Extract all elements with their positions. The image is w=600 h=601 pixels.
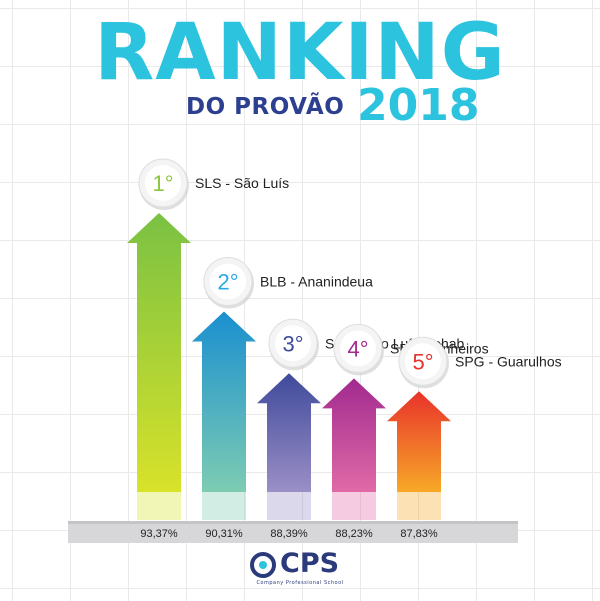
base-platform: [68, 521, 518, 543]
logo-tagline: Company Professional School: [256, 580, 344, 586]
bar-arrow-2: [192, 311, 256, 492]
category-label-5: SPG - Guarulhos: [455, 353, 562, 369]
rank-badge-inner-1: [145, 165, 181, 201]
page-title: RANKING: [94, 8, 506, 98]
value-label-2: 90,31%: [205, 528, 243, 540]
rank-label-3: 3°: [282, 331, 303, 356]
bar-arrow-3: [257, 373, 321, 492]
value-label-4: 88,23%: [335, 528, 373, 540]
bar-arrow-4: [322, 378, 386, 492]
rank-label-5: 5°: [412, 349, 433, 374]
base-platform-edge: [68, 521, 518, 524]
bar-arrow-5: [387, 391, 451, 492]
rank-label-1: 1°: [152, 171, 173, 196]
arrow-reflection-2: [202, 492, 246, 520]
arrow-reflection-4: [332, 492, 376, 520]
bar-arrow-1: [127, 213, 191, 492]
cps-logo: CPS Company Professional School: [250, 550, 360, 590]
arrow-reflection-5: [397, 492, 441, 520]
value-label-5: 87,83%: [400, 528, 438, 540]
page-subtitle: DO PROVÃO: [186, 94, 345, 120]
rank-badge-inner-3: [275, 325, 311, 362]
cps-logo-icon: [250, 552, 276, 578]
category-label-1: SLS - São Luís: [195, 175, 289, 191]
category-label-2: BLB - Ananindeua: [260, 273, 373, 289]
rank-label-4: 4°: [347, 336, 368, 361]
arrow-reflection-1: [137, 492, 181, 520]
rank-badge-inner-2: [210, 263, 246, 300]
rank-badge-inner-5: [405, 343, 441, 380]
rank-label-2: 2°: [217, 269, 238, 294]
value-label-1: 93,37%: [140, 528, 178, 540]
logo-name: CPS: [280, 548, 340, 579]
rank-badge-inner-4: [340, 330, 376, 367]
arrow-reflection-3: [267, 492, 311, 520]
value-label-3: 88,39%: [270, 528, 308, 540]
year-label: 2018: [357, 80, 480, 131]
